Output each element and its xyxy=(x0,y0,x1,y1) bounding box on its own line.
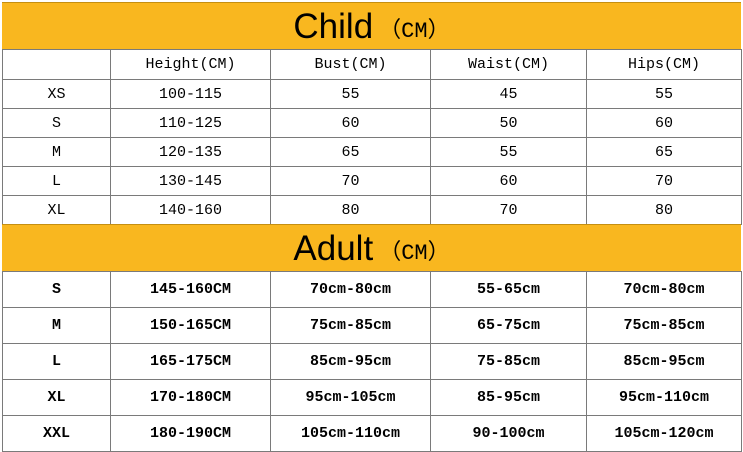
table-cell: 50 xyxy=(430,108,587,138)
table-cell: 65-75cm xyxy=(430,307,587,344)
table-cell: 60 xyxy=(430,166,587,196)
child-section-banner: Child （CM） xyxy=(2,2,741,50)
table-cell: 70 xyxy=(270,166,431,196)
table-cell: 80 xyxy=(586,195,742,225)
adult-unit: （CM） xyxy=(379,241,450,266)
size-label-cell: XL xyxy=(2,379,111,416)
table-cell: 120-135 xyxy=(110,137,271,167)
table-cell: 105cm-110cm xyxy=(270,415,431,452)
table-cell: 85-95cm xyxy=(430,379,587,416)
table-cell: Waist(CM) xyxy=(430,49,587,80)
table-row: XL 170-180CM 95cm-105cm 85-95cm 95cm-110cm xyxy=(2,379,742,416)
table-cell: 70 xyxy=(430,195,587,225)
table-cell: Hips(CM) xyxy=(586,49,742,80)
table-header-row: Height(CM) Bust(CM) Waist(CM) Hips(CM) xyxy=(2,49,742,80)
adult-section-banner: Adult （CM） xyxy=(2,224,741,272)
table-cell: 145-160CM xyxy=(110,271,271,308)
size-label-cell: L xyxy=(2,166,111,196)
table-row: S 145-160CM 70cm-80cm 55-65cm 70cm-80cm xyxy=(2,271,742,308)
table-cell: 150-165CM xyxy=(110,307,271,344)
table-cell: 60 xyxy=(586,108,742,138)
size-label-cell: M xyxy=(2,307,111,344)
table-cell: 55 xyxy=(430,137,587,167)
adult-size-table: S 145-160CM 70cm-80cm 55-65cm 70cm-80cm M 150-… xyxy=(2,271,742,452)
table-row: L 130-145 70 60 70 xyxy=(2,166,742,196)
size-label-cell: L xyxy=(2,343,111,380)
child-unit: （CM） xyxy=(379,19,450,44)
size-label-cell: XS xyxy=(2,79,111,109)
table-cell: 70cm-80cm xyxy=(586,271,742,308)
size-label-cell: XL xyxy=(2,195,111,225)
table-row: L 165-175CM 85cm-95cm 75-85cm 85cm-95cm xyxy=(2,343,742,380)
table-cell: 85cm-95cm xyxy=(586,343,742,380)
table-cell: 75-85cm xyxy=(430,343,587,380)
table-cell: 105cm-120cm xyxy=(586,415,742,452)
table-cell: 70 xyxy=(586,166,742,196)
table-cell: 70cm-80cm xyxy=(270,271,431,308)
table-row: M 150-165CM 75cm-85cm 65-75cm 75cm-85cm xyxy=(2,307,742,344)
size-label-cell xyxy=(2,49,111,80)
table-row: XXL 180-190CM 105cm-110cm 90-100cm 105cm-120… xyxy=(2,415,742,452)
table-cell: 80 xyxy=(270,195,431,225)
table-cell: Height(CM) xyxy=(110,49,271,80)
size-label-cell: M xyxy=(2,137,111,167)
table-cell: 65 xyxy=(270,137,431,167)
table-cell: 75cm-85cm xyxy=(270,307,431,344)
table-cell: 55 xyxy=(586,79,742,109)
table-row: XS 100-115 55 45 55 xyxy=(2,79,742,109)
child-title: Child xyxy=(293,6,374,46)
table-row: S 110-125 60 50 60 xyxy=(2,108,742,138)
table-cell: 140-160 xyxy=(110,195,271,225)
table-cell: 75cm-85cm xyxy=(586,307,742,344)
table-cell: 110-125 xyxy=(110,108,271,138)
table-cell: 85cm-95cm xyxy=(270,343,431,380)
table-cell: 180-190CM xyxy=(110,415,271,452)
table-cell: 60 xyxy=(270,108,431,138)
adult-title: Adult xyxy=(293,228,374,268)
table-row: XL 140-160 80 70 80 xyxy=(2,195,742,225)
table-cell: 165-175CM xyxy=(110,343,271,380)
child-size-table: Height(CM) Bust(CM) Waist(CM) Hips(CM) XS 100… xyxy=(2,49,742,225)
table-cell: 130-145 xyxy=(110,166,271,196)
table-cell: 95cm-110cm xyxy=(586,379,742,416)
table-cell: 170-180CM xyxy=(110,379,271,416)
table-cell: 55-65cm xyxy=(430,271,587,308)
size-label-cell: XXL xyxy=(2,415,111,452)
table-row: M 120-135 65 55 65 xyxy=(2,137,742,167)
size-label-cell: S xyxy=(2,271,111,308)
table-cell: 65 xyxy=(586,137,742,167)
table-cell: 55 xyxy=(270,79,431,109)
table-cell: 95cm-105cm xyxy=(270,379,431,416)
table-cell: 45 xyxy=(430,79,587,109)
table-cell: 100-115 xyxy=(110,79,271,109)
table-cell: Bust(CM) xyxy=(270,49,431,80)
table-cell: 90-100cm xyxy=(430,415,587,452)
size-label-cell: S xyxy=(2,108,111,138)
